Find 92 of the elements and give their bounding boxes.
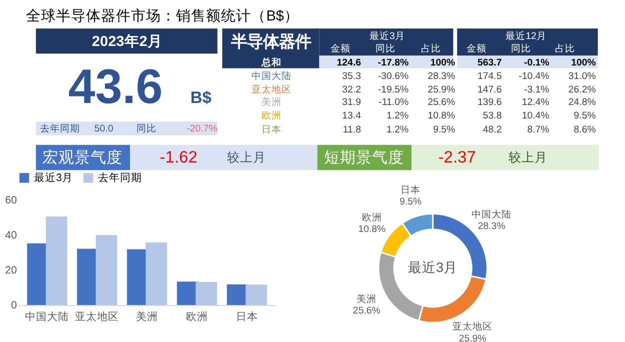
text: 31.9 [342,97,362,108]
text: -19.5% [378,84,409,96]
text: 总和 [260,56,282,68]
text: 最近3月 [370,30,405,42]
data-label: 10.8% [358,224,386,235]
text: 147.6 [477,84,502,96]
text: 去年同期 [40,122,80,134]
text: 10.8% [428,110,456,122]
x-tick-label: 欧洲 [186,310,208,324]
text: 48.2 [482,124,502,136]
text: 12.4% [522,97,550,108]
text: -3.1% [524,84,550,96]
bar [96,235,118,306]
data-label: 25.6% [352,306,381,317]
text: 1.2% [386,124,409,136]
text: 25.6% [428,97,456,108]
text: 25.9% [428,84,456,96]
text: -30.6% [378,70,409,82]
text: 31.0% [568,70,596,82]
text: 139.6 [477,97,502,108]
text: -2.37 [438,148,476,166]
text: 10.4% [522,110,550,122]
data-label: 25.9% [458,333,487,342]
x-tick-label: 日本 [236,310,258,324]
text: 2023年2月 [92,32,162,50]
text: 8.6% [574,124,596,136]
text: 43.6 [68,60,163,114]
legend-label: 最近3月 [34,170,73,184]
text: B$ [190,89,212,108]
text: 占比 [554,42,575,55]
text: 同比 [375,42,396,55]
text: 同比 [511,42,532,55]
text: 11.8 [342,124,362,136]
text: 占比 [420,42,441,55]
text: 32.2 [342,84,362,96]
text: 较上月 [508,150,548,164]
text: 26.2% [568,84,596,96]
text: 174.5 [477,70,502,82]
text: 宏观景气度 [42,148,122,166]
text: 100% [571,57,596,68]
text: 1.2% [386,110,409,122]
y-tick-label: 40 [5,230,18,242]
text: 中国大陆 [252,70,292,82]
text: 8.7% [527,124,550,136]
text: -11.0% [378,97,409,108]
text: 50.0 [94,123,114,134]
text: 同比 [136,122,157,134]
bar [196,282,218,306]
text: 100% [430,57,456,68]
text: 较上月 [227,150,266,164]
y-tick-label: 0 [11,299,18,312]
text: -17.8% [378,57,409,68]
text: 124.6 [336,57,362,68]
text: 美洲 [262,96,282,108]
text: -1.62 [160,148,198,166]
x-tick-label: 中国大陆 [25,310,70,324]
slice-label: 美洲 [356,292,377,305]
slice-label: 欧洲 [362,211,382,224]
x-tick-label: 亚太地区 [75,310,120,324]
text: 半导体器件 [230,32,311,51]
text: 9.5% [574,110,596,122]
bar [246,284,267,306]
legend-label: 去年同期 [98,170,142,184]
text: 53.8 [482,110,502,122]
text: 金额 [330,42,351,55]
slice-label: 中国大陆 [472,208,512,220]
text: 短期景气度 [324,148,404,166]
y-tick-label: 20 [5,264,18,276]
slice-label: 日本 [400,184,421,196]
text: -20.7% [186,123,218,134]
text: 金额 [466,42,487,55]
text: 35.3 [342,70,362,82]
y-tick-label: 60 [5,194,18,207]
data-label: 9.5% [400,196,422,208]
text: 最近3月 [408,260,458,276]
bar [146,242,168,306]
text: 全球半导体器件市场：销售额统计（B$） [26,8,299,25]
text: 最近12月 [506,30,546,42]
slice-label: 亚太地区 [452,320,493,333]
text: 563.7 [477,57,502,68]
text: 欧洲 [262,110,282,122]
data-label: 28.3% [478,221,506,232]
bar [46,216,68,306]
text: 9.5% [433,124,456,136]
text: -10.4% [518,70,550,82]
text: 日本 [262,123,282,136]
text: 亚太地区 [252,83,292,96]
text: -0.1% [524,57,550,68]
x-tick-label: 美洲 [136,310,158,324]
text: 28.3% [428,70,456,82]
text: 13.4 [342,110,362,122]
text: 24.8% [568,97,596,108]
